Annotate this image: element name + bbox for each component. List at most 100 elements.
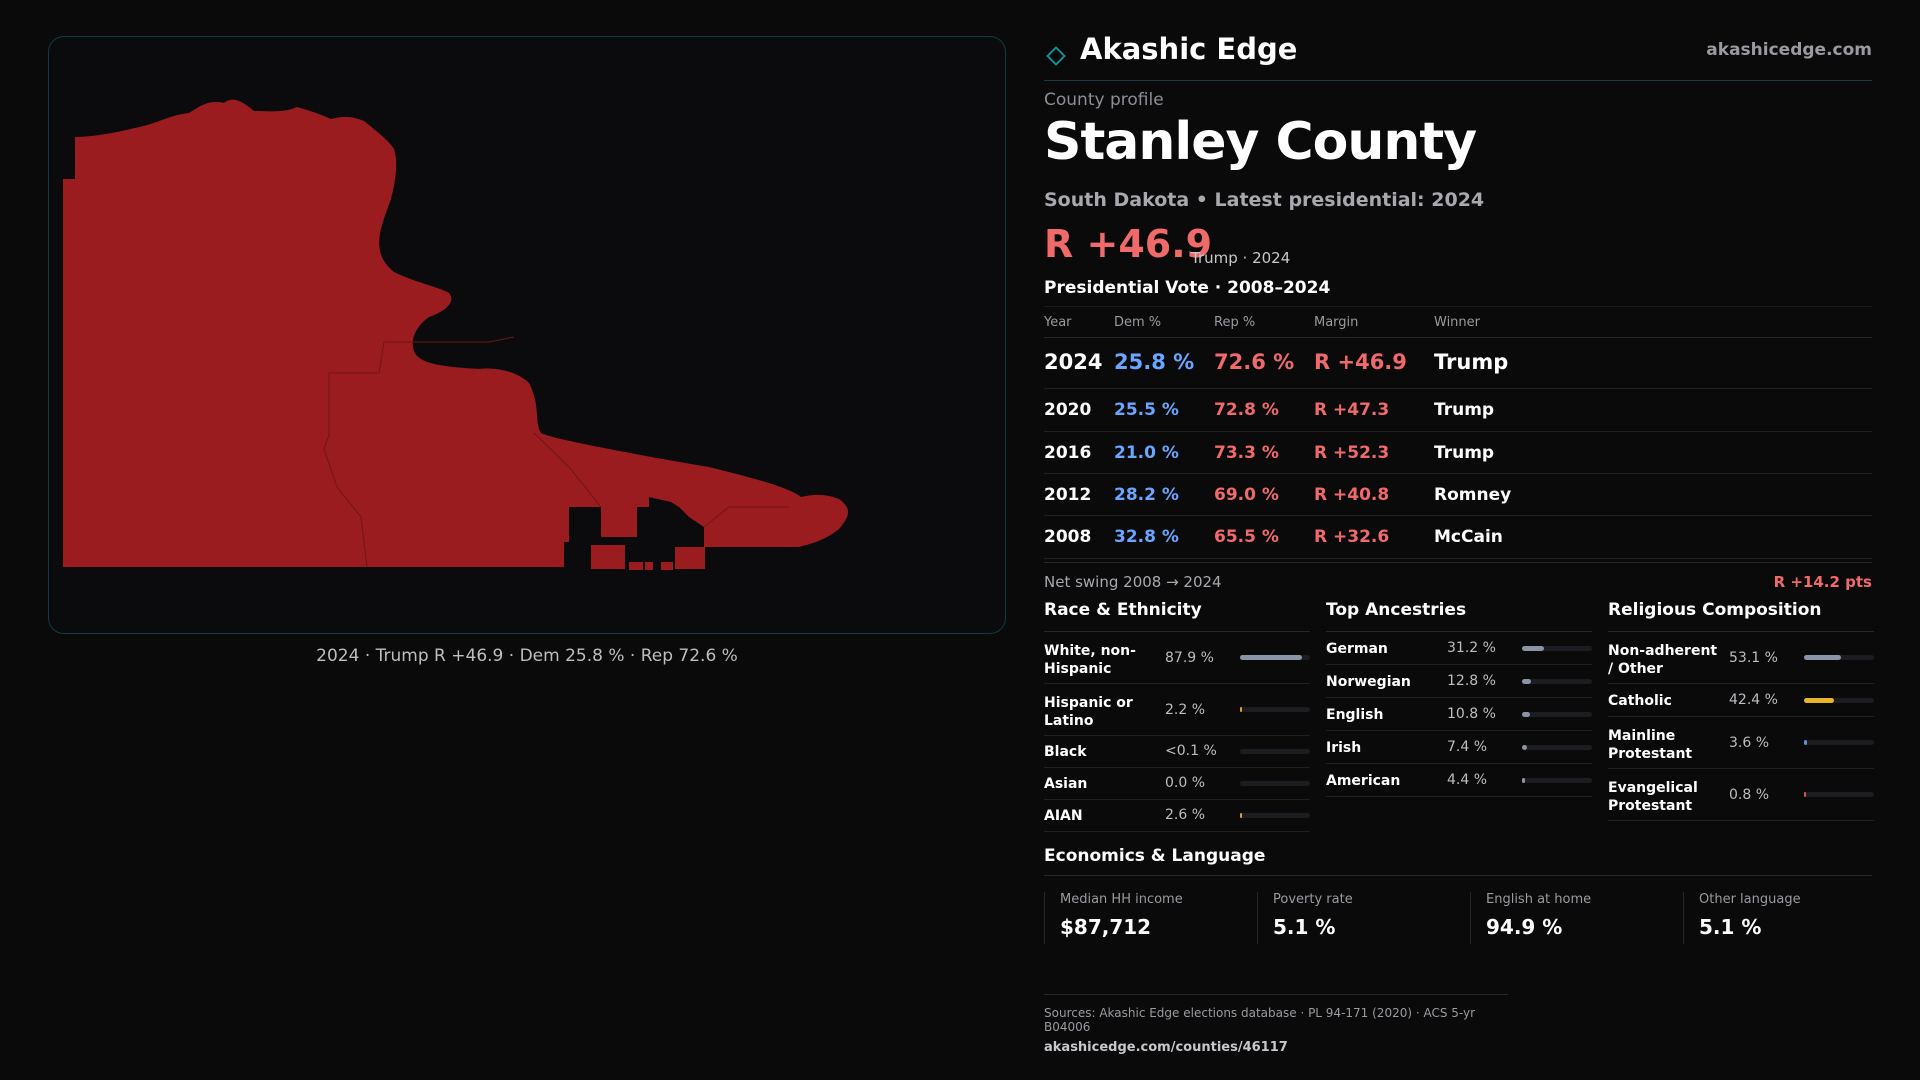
precinct-lines bbox=[323, 336, 789, 568]
item-bar bbox=[1522, 745, 1592, 750]
item-value: 2.6 % bbox=[1165, 807, 1206, 823]
stat-label: Poverty rate bbox=[1273, 892, 1353, 907]
county-enclave bbox=[629, 562, 643, 570]
stat-poverty-rate: Poverty rate 5.1 % bbox=[1257, 892, 1470, 944]
item-bar bbox=[1240, 813, 1310, 818]
list-item: Mainline Protestant 3.6 % bbox=[1608, 717, 1874, 769]
item-value: 3.6 % bbox=[1729, 735, 1770, 751]
list-item: Non-adherent / Other 53.1 % bbox=[1608, 632, 1874, 684]
item-value: 2.2 % bbox=[1165, 702, 1206, 718]
net-swing-label: Net swing 2008 → 2024 bbox=[1044, 573, 1222, 591]
item-value: 7.4 % bbox=[1447, 739, 1488, 755]
row-margin: R +40.8 bbox=[1314, 485, 1390, 505]
stat-median-income: Median HH income $87,712 bbox=[1044, 892, 1257, 944]
item-value: 42.4 % bbox=[1729, 692, 1778, 708]
stat-label: Other language bbox=[1699, 892, 1801, 907]
col-winner: Winner bbox=[1434, 315, 1481, 330]
item-label: Norwegian bbox=[1326, 674, 1411, 690]
col-year: Year bbox=[1044, 315, 1072, 330]
row-dem: 25.5 % bbox=[1114, 400, 1179, 420]
table-row[interactable]: 2008 32.8 % 65.5 % R +32.6 McCain bbox=[1044, 516, 1872, 559]
table-row[interactable]: 2024 25.8 % 72.6 % R +46.9 Trump bbox=[1044, 338, 1872, 389]
table-row[interactable]: 2020 25.5 % 72.8 % R +47.3 Trump bbox=[1044, 389, 1872, 432]
stat-label: English at home bbox=[1486, 892, 1592, 907]
panel-title: Race & Ethnicity bbox=[1044, 600, 1310, 632]
panel-title: Top Ancestries bbox=[1326, 600, 1592, 632]
item-label: English bbox=[1326, 707, 1384, 723]
list-item: Asian 0.0 % bbox=[1044, 768, 1310, 800]
county-enclave bbox=[675, 547, 705, 569]
page-subtitle: South Dakota • Latest presidential: 2024 bbox=[1044, 189, 1485, 211]
row-winner: Trump bbox=[1434, 400, 1495, 420]
list-item: Catholic 42.4 % bbox=[1608, 684, 1874, 717]
item-label: White, non-Hispanic bbox=[1044, 643, 1136, 677]
item-value: 31.2 % bbox=[1447, 640, 1496, 656]
row-dem: 32.8 % bbox=[1114, 527, 1179, 547]
item-value: <0.1 % bbox=[1165, 743, 1217, 759]
item-bar bbox=[1240, 749, 1310, 754]
list-item: Irish 7.4 % bbox=[1326, 731, 1592, 764]
col-rep: Rep % bbox=[1214, 315, 1256, 330]
item-value: 10.8 % bbox=[1447, 706, 1496, 722]
item-label: American bbox=[1326, 773, 1401, 789]
diamond-logo-icon bbox=[1046, 46, 1066, 66]
stat-value: 5.1 % bbox=[1273, 915, 1336, 939]
site-link[interactable]: akashicedge.com bbox=[1706, 40, 1872, 60]
item-value: 53.1 % bbox=[1729, 650, 1778, 666]
row-dem: 25.8 % bbox=[1114, 350, 1195, 374]
county-map[interactable] bbox=[49, 37, 1007, 635]
row-dem: 28.2 % bbox=[1114, 485, 1179, 505]
table-row[interactable]: 2016 21.0 % 73.3 % R +52.3 Trump bbox=[1044, 432, 1872, 474]
item-bar bbox=[1804, 655, 1874, 660]
page-kicker: County profile bbox=[1044, 90, 1164, 110]
item-bar-fill bbox=[1522, 646, 1544, 651]
stat-english-at-home: English at home 94.9 % bbox=[1470, 892, 1683, 944]
item-bar-fill bbox=[1240, 813, 1243, 818]
row-rep: 73.3 % bbox=[1214, 443, 1279, 463]
item-bar bbox=[1804, 698, 1874, 703]
item-bar-fill bbox=[1522, 679, 1531, 684]
item-bar bbox=[1240, 707, 1310, 712]
item-bar bbox=[1522, 646, 1592, 651]
list-item: AIAN 2.6 % bbox=[1044, 800, 1310, 832]
item-bar bbox=[1240, 781, 1310, 786]
row-year: 2024 bbox=[1044, 350, 1103, 374]
item-value: 12.8 % bbox=[1447, 673, 1496, 689]
brand-name[interactable]: Akashic Edge bbox=[1080, 32, 1298, 66]
page-title: Stanley County bbox=[1044, 112, 1477, 172]
list-item: Hispanic or Latino 2.2 % bbox=[1044, 684, 1310, 736]
latest-margin-detail: Trump · 2024 bbox=[1191, 249, 1291, 267]
county-enclave bbox=[661, 562, 673, 570]
item-bar bbox=[1522, 778, 1592, 783]
row-year: 2016 bbox=[1044, 443, 1092, 463]
item-bar-fill bbox=[1804, 792, 1807, 797]
sources-text: Sources: Akashic Edge elections database… bbox=[1044, 1006, 1476, 1034]
county-shape bbox=[63, 99, 849, 568]
row-dem: 21.0 % bbox=[1114, 443, 1179, 463]
item-label: Non-adherent / Other bbox=[1608, 643, 1718, 677]
item-label: Hispanic or Latino bbox=[1044, 695, 1133, 729]
item-bar-fill bbox=[1240, 707, 1243, 712]
table-row[interactable]: 2012 28.2 % 69.0 % R +40.8 Romney bbox=[1044, 474, 1872, 516]
item-bar-fill bbox=[1804, 740, 1807, 745]
row-winner: Trump bbox=[1434, 443, 1495, 463]
item-value: 87.9 % bbox=[1165, 650, 1214, 666]
item-label: Evangelical Protestant bbox=[1608, 780, 1698, 814]
stat-other-language: Other language 5.1 % bbox=[1683, 892, 1872, 944]
col-dem: Dem % bbox=[1114, 315, 1162, 330]
economics-title: Economics & Language bbox=[1044, 846, 1872, 876]
stat-value: $87,712 bbox=[1060, 915, 1152, 939]
item-bar bbox=[1522, 679, 1592, 684]
item-label: Irish bbox=[1326, 740, 1362, 756]
race-ethnicity-panel: Race & Ethnicity White, non-Hispanic 87.… bbox=[1044, 600, 1310, 832]
county-url-link[interactable]: akashicedge.com/counties/46117 bbox=[1044, 1040, 1288, 1055]
item-bar bbox=[1240, 655, 1310, 660]
net-swing: Net swing 2008 → 2024 R +14.2 pts bbox=[1044, 562, 1872, 591]
county-enclave bbox=[645, 562, 653, 570]
list-item: German 31.2 % bbox=[1326, 632, 1592, 665]
item-bar-fill bbox=[1522, 712, 1530, 717]
vote-table: Year Dem % Rep % Margin Winner 2024 25.8… bbox=[1044, 306, 1872, 559]
list-item: Norwegian 12.8 % bbox=[1326, 665, 1592, 698]
county-enclave bbox=[591, 545, 625, 569]
item-value: 4.4 % bbox=[1447, 772, 1488, 788]
